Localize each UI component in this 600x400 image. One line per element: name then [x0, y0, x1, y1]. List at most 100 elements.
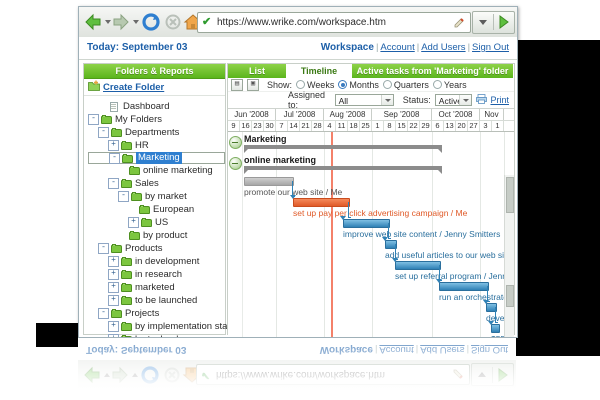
tab-timeline[interactable]: Timeline [287, 64, 352, 79]
task-label[interactable]: develop out discount syste [486, 313, 514, 323]
scrollbar-thumb[interactable] [506, 177, 514, 213]
sidebar-item-in-development[interactable]: + in development [88, 255, 225, 268]
print-button[interactable]: Print [476, 94, 509, 106]
expand-toggle-icon[interactable]: + [108, 269, 119, 280]
forward-arrow-icon[interactable] [111, 12, 131, 32]
scale-option-years[interactable]: Years [432, 80, 467, 90]
summary-row[interactable]: Marketing [244, 134, 287, 144]
collapse-toggle-icon[interactable]: - [98, 127, 109, 138]
expand-toggle-icon[interactable]: + [108, 256, 119, 267]
gantt-vertical-scrollbar[interactable] [504, 175, 514, 337]
sidebar-item-products[interactable]: - Products [88, 242, 225, 255]
task-bar[interactable] [385, 240, 397, 249]
sidebar-item-by-market[interactable]: - by market [88, 190, 225, 203]
task-label[interactable]: set up pay per click advertising campaig… [293, 208, 468, 218]
radio-years[interactable] [432, 80, 442, 89]
task-label[interactable]: promote our web site / Me [244, 187, 343, 197]
tab-list[interactable]: List [228, 64, 287, 78]
sidebar-item-hr[interactable]: + HR [88, 139, 225, 152]
back-history-dropdown-icon[interactable] [105, 20, 112, 26]
collapse-toggle-icon[interactable]: - [98, 243, 109, 254]
folder-icon [111, 244, 122, 253]
scrollbar-thumb-secondary[interactable] [506, 285, 514, 307]
sign-out-link[interactable]: Sign Out [472, 42, 509, 53]
dependency-arrow-icon [382, 237, 388, 241]
expand-all-icon[interactable]: ▣ [247, 78, 259, 91]
chevron-down-icon[interactable] [459, 95, 472, 105]
forward-history-dropdown-icon[interactable] [133, 20, 140, 26]
go-arrow-icon[interactable] [497, 15, 511, 34]
expand-toggle-icon[interactable]: + [108, 295, 119, 306]
sidebar-item-dashboard[interactable]: Dashboard [88, 100, 225, 113]
collapse-icon-online-marketing[interactable] [229, 157, 242, 170]
task-label[interactable]: $55K/month / Mary Rober [491, 334, 514, 337]
sidebar-item-departments[interactable]: - Departments [88, 126, 225, 139]
sidebar-item-european[interactable]: European [88, 203, 225, 216]
expand-toggle-icon[interactable]: + [108, 334, 119, 337]
sidebar-item-my-folders[interactable]: - My Folders [88, 113, 225, 126]
chevron-down-icon[interactable] [380, 95, 393, 105]
task-label[interactable]: add useful articles to our web site / Ma… [385, 250, 514, 260]
sidebar-item-sales[interactable]: - Sales [88, 177, 225, 190]
reload-icon[interactable] [141, 12, 161, 32]
task-bar[interactable] [244, 177, 294, 186]
scale-option-weeks[interactable]: Weeks [296, 80, 334, 90]
status-select[interactable]: Active [434, 94, 473, 106]
radio-months[interactable] [338, 80, 348, 89]
scale-option-months[interactable]: Months [338, 80, 379, 90]
task-bar[interactable] [395, 261, 441, 270]
summary-bar[interactable] [244, 145, 442, 153]
task-bar[interactable] [486, 303, 497, 312]
pencil-icon[interactable] [454, 16, 465, 28]
sidebar-item-by-implementation-stage[interactable]: + by implementation stage [88, 320, 238, 333]
expand-toggle-icon[interactable]: + [108, 140, 119, 151]
chevron-down-icon[interactable] [479, 20, 487, 25]
sidebar-item-projects[interactable]: - Projects [88, 307, 225, 320]
add-users-link[interactable]: Add Users [421, 42, 466, 53]
collapse-toggle-icon[interactable]: - [109, 152, 120, 164]
summary-bar[interactable] [244, 166, 442, 174]
task-bar[interactable] [491, 324, 500, 333]
assigned-to-select[interactable]: All [334, 94, 394, 106]
scale-option-quarters[interactable]: Quarters [382, 80, 429, 90]
back-arrow-icon[interactable] [83, 12, 103, 32]
task-bar[interactable] [439, 282, 489, 291]
task-bar[interactable] [343, 219, 390, 228]
collapse-toggle-icon[interactable]: - [88, 114, 99, 125]
sidebar-item-label: Departments [125, 127, 180, 138]
collapse-toggle-icon[interactable]: - [108, 178, 119, 189]
account-link[interactable]: Account [380, 42, 415, 53]
task-bar[interactable] [293, 198, 350, 207]
sidebar-item-us[interactable]: + US [88, 216, 225, 229]
create-folder-row[interactable]: Create Folder [84, 79, 225, 96]
expand-toggle-icon[interactable]: + [108, 282, 119, 293]
stop-icon[interactable] [163, 12, 183, 32]
sidebar-item-by-technology[interactable]: + by technology [88, 333, 225, 337]
address-bar[interactable]: ✔ https://www.wrike.com/workspace.htm [197, 12, 471, 33]
sidebar-item-marketed[interactable]: + marketed [88, 281, 225, 294]
radio-quarters[interactable] [382, 80, 392, 89]
assigned-to-label: Assigned to: [288, 90, 326, 110]
collapse-toggle-icon[interactable]: - [98, 308, 109, 319]
tab-active-tasks-title[interactable]: Active tasks from 'Marketing' folder [352, 64, 514, 78]
task-label[interactable]: set up referral program / Jenny Smitters [395, 271, 514, 281]
expand-toggle-icon[interactable]: + [128, 217, 139, 228]
collapse-toggle-icon[interactable]: - [118, 191, 129, 202]
collapse-icon-marketing[interactable] [229, 136, 242, 149]
sidebar-item-to-be-launched[interactable]: + to be launched [88, 294, 225, 307]
sidebar-item-marketing[interactable]: - Marketing [88, 152, 225, 164]
day-tick: 20 [456, 121, 468, 131]
radio-weeks[interactable] [296, 80, 306, 89]
expand-toggle-icon[interactable]: + [108, 321, 119, 332]
sidebar-item-in-research[interactable]: + in research [88, 268, 225, 281]
task-label[interactable]: run an orchestrated email campaign [439, 292, 514, 302]
summary-row[interactable]: online marketing [244, 155, 316, 165]
task-label[interactable]: improve web site content / Jenny Smitter… [343, 229, 501, 239]
separator: | [467, 42, 471, 53]
folder-icon [121, 296, 132, 305]
show-label: Show: [267, 79, 293, 90]
collapse-all-icon[interactable]: ▤ [231, 78, 243, 91]
sidebar-item-online-marketing[interactable]: online marketing [88, 164, 225, 177]
sidebar-item-by-product[interactable]: by product [88, 229, 225, 242]
gantt-chart[interactable]: Marketing online marketing promote our web… [228, 132, 514, 337]
